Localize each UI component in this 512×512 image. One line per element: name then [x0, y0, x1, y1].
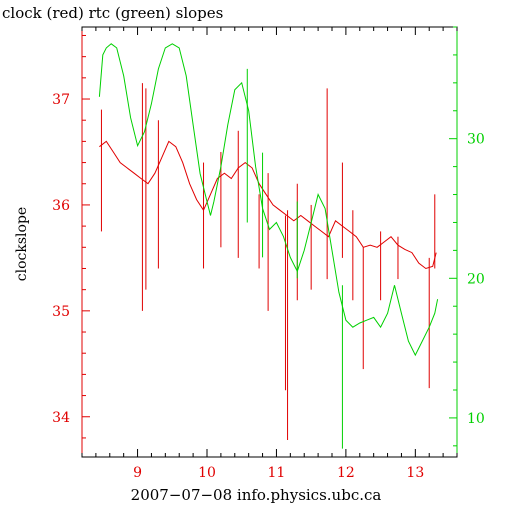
chart-title: clock (red) rtc (green) slopes — [2, 4, 224, 22]
footer-label: 2007−07−08 info.physics.ubc.ca — [130, 486, 382, 504]
right-tick-label: 30 — [467, 132, 485, 148]
x-tick-label: 10 — [198, 465, 216, 481]
x-tick-label: 12 — [337, 465, 355, 481]
plot-frame — [81, 26, 458, 458]
left-tick-label: 36 — [52, 198, 70, 214]
rtc-series — [98, 43, 439, 449]
clock-series — [99, 83, 437, 441]
left-tick-label: 37 — [52, 92, 70, 108]
right-tick-label: 20 — [467, 271, 485, 287]
x-tick-label: 11 — [268, 465, 286, 481]
right-tick-label: 10 — [467, 411, 485, 427]
x-tick-label: 13 — [406, 465, 424, 481]
clock-line — [99, 140, 437, 270]
left-tick-label: 34 — [52, 410, 70, 426]
left-tick-label: 35 — [52, 304, 70, 320]
x-tick-label: 9 — [133, 465, 142, 481]
axes-group: 9 10 11 12 13 34 35 36 37 10 20 30 — [52, 26, 485, 481]
